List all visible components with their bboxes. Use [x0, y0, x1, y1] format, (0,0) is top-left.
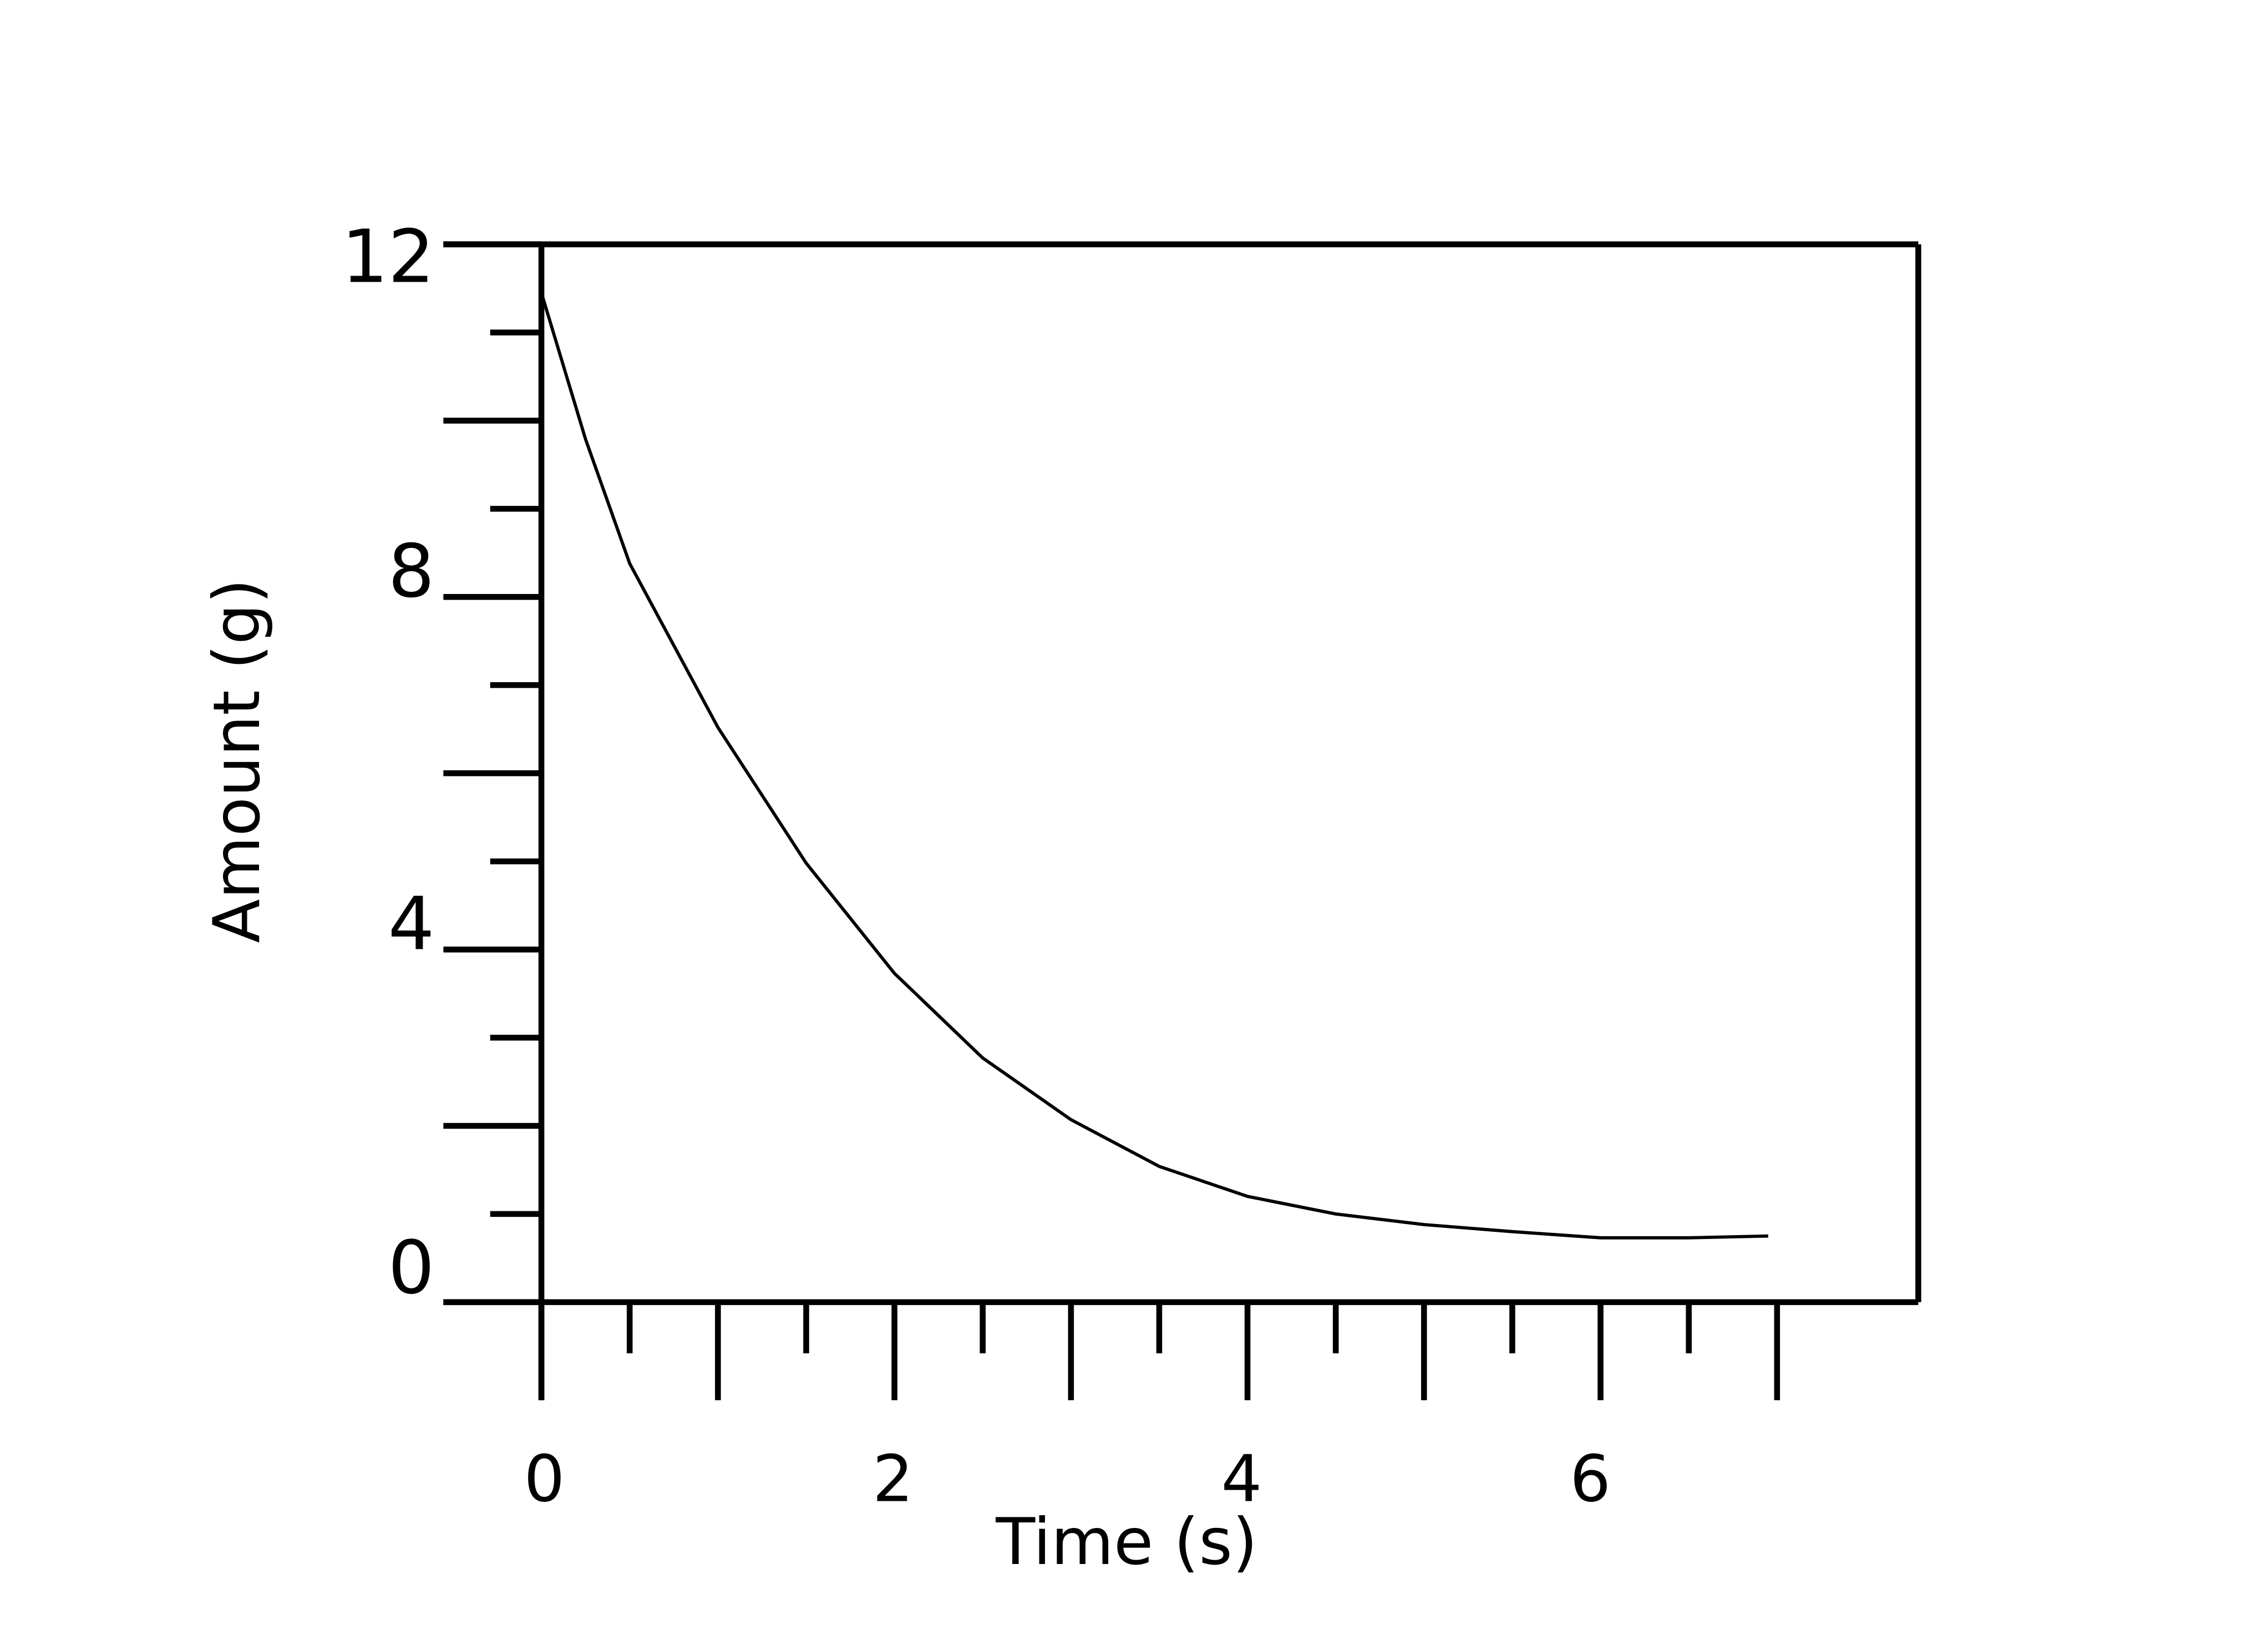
x-tick-label: 6 [1570, 1442, 1611, 1517]
y-tick-label: 8 [388, 530, 435, 615]
x-tick-label: 0 [524, 1442, 565, 1517]
y-tick-label: 4 [388, 882, 435, 967]
x-axis-label: Time (s) [995, 1505, 1257, 1580]
y-tick-label: 0 [388, 1226, 435, 1311]
x-tick-label: 4 [1221, 1442, 1262, 1517]
y-axis-label: Amount (g) [200, 578, 275, 943]
y-tick-label: 12 [342, 215, 435, 299]
x-tick-label: 2 [872, 1442, 914, 1517]
line [540, 292, 1769, 1240]
